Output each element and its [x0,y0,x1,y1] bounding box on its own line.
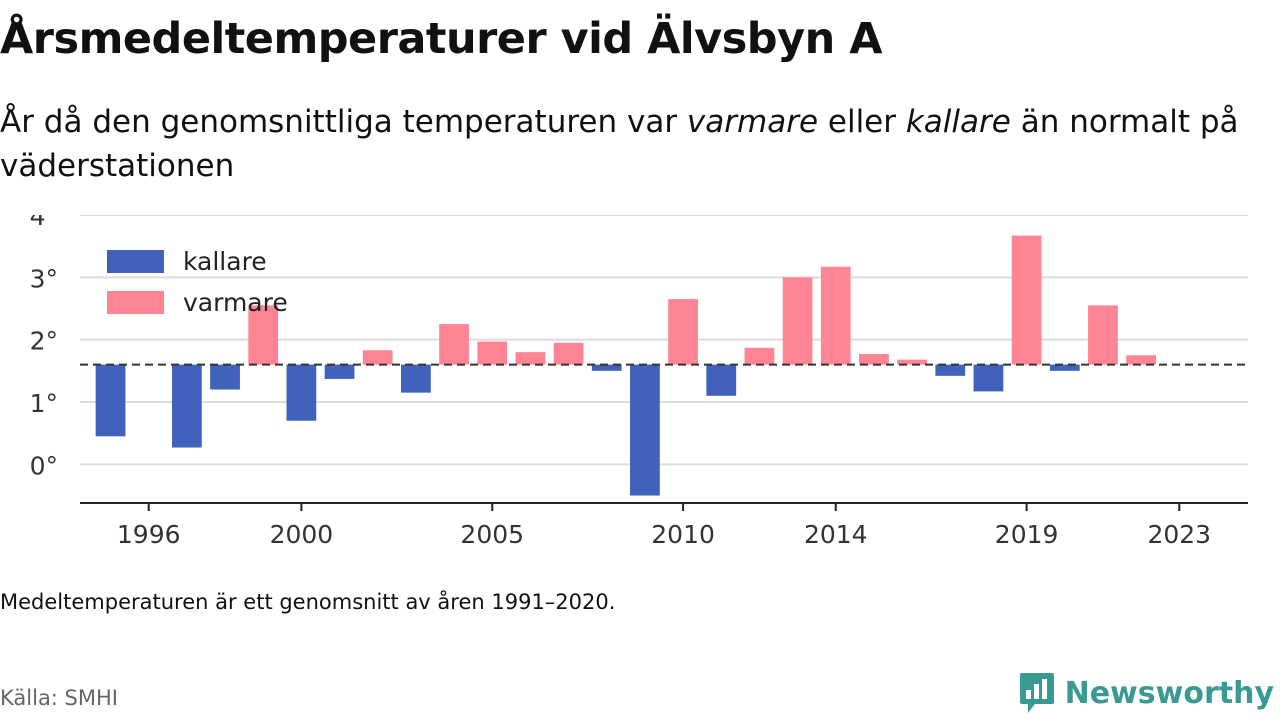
bar-varmare [362,350,393,365]
subtitle-part-a: År då den genomsnittliga temperaturen va… [0,104,687,140]
bar-kallare [1049,364,1080,371]
brand-logo: Newsworthy [1019,670,1274,716]
bar-varmare [859,354,889,365]
subtitle-part-e: än normalt på väderstationen [0,104,1239,184]
temperature-bar-chart: 0° 1° 2° 3° 4° 1996 2000 2005 2010 2014 2019 2023 ka… [30,215,1248,549]
y-tick-label: 1° [30,389,58,418]
source-label: Källa: SMHI [0,686,118,710]
bar-kallare [286,364,317,421]
x-tick-label: 1996 [117,520,181,549]
page-title: Årsmedeltemperaturer vid Älvsbyn A [0,14,882,64]
bar-varmare [515,352,546,365]
bar-kallare [973,364,1004,392]
bar-kallare [591,364,622,371]
bar-varmare [820,266,851,365]
footnote: Medeltemperaturen är ett genomsnitt av å… [0,590,616,614]
x-tick-label: 2019 [995,520,1059,549]
x-tick-label: 2000 [270,520,334,549]
bar-kallare [324,364,355,379]
legend-swatch-varmare [107,291,164,314]
bar-kallare [630,364,660,496]
bar-varmare [477,341,508,365]
legend-label-kallare: kallare [183,247,267,276]
x-tick-label: 2010 [651,520,715,549]
bar-kallare [171,364,202,448]
bar-varmare [744,347,775,365]
bar-kallare [210,364,240,390]
bar-varmare [1011,235,1042,365]
bar-kallare [935,364,966,376]
bar-varmare [248,305,279,365]
brand-name: Newsworthy [1064,675,1274,711]
bar-varmare [553,342,584,365]
subtitle-part-varmare: varmare [686,104,819,140]
y-tick-label: 4° [30,215,58,231]
bar-kallare [95,364,126,437]
y-tick-label: 2° [30,327,58,356]
x-tick-label: 2014 [804,520,868,549]
legend-swatch-kallare [107,250,164,273]
bar-varmare [439,324,469,365]
bar-varmare [668,299,698,365]
bar-chart-speech-bubble-icon [1019,673,1054,713]
subtitle: År då den genomsnittliga temperaturen va… [0,100,1270,188]
subtitle-part-c: eller [818,104,906,140]
bar-varmare [1088,305,1118,365]
bar-kallare [401,364,431,393]
bar-varmare [782,277,813,365]
y-tick-label: 0° [30,451,58,480]
bar-varmare [897,359,927,365]
x-tick-label: 2023 [1147,520,1211,549]
bar-varmare [1126,355,1157,365]
x-tick-label: 2005 [460,520,524,549]
y-tick-label: 3° [30,264,58,293]
bar-kallare [706,364,737,396]
legend-label-varmare: varmare [183,288,288,317]
subtitle-part-kallare: kallare [905,104,1011,140]
